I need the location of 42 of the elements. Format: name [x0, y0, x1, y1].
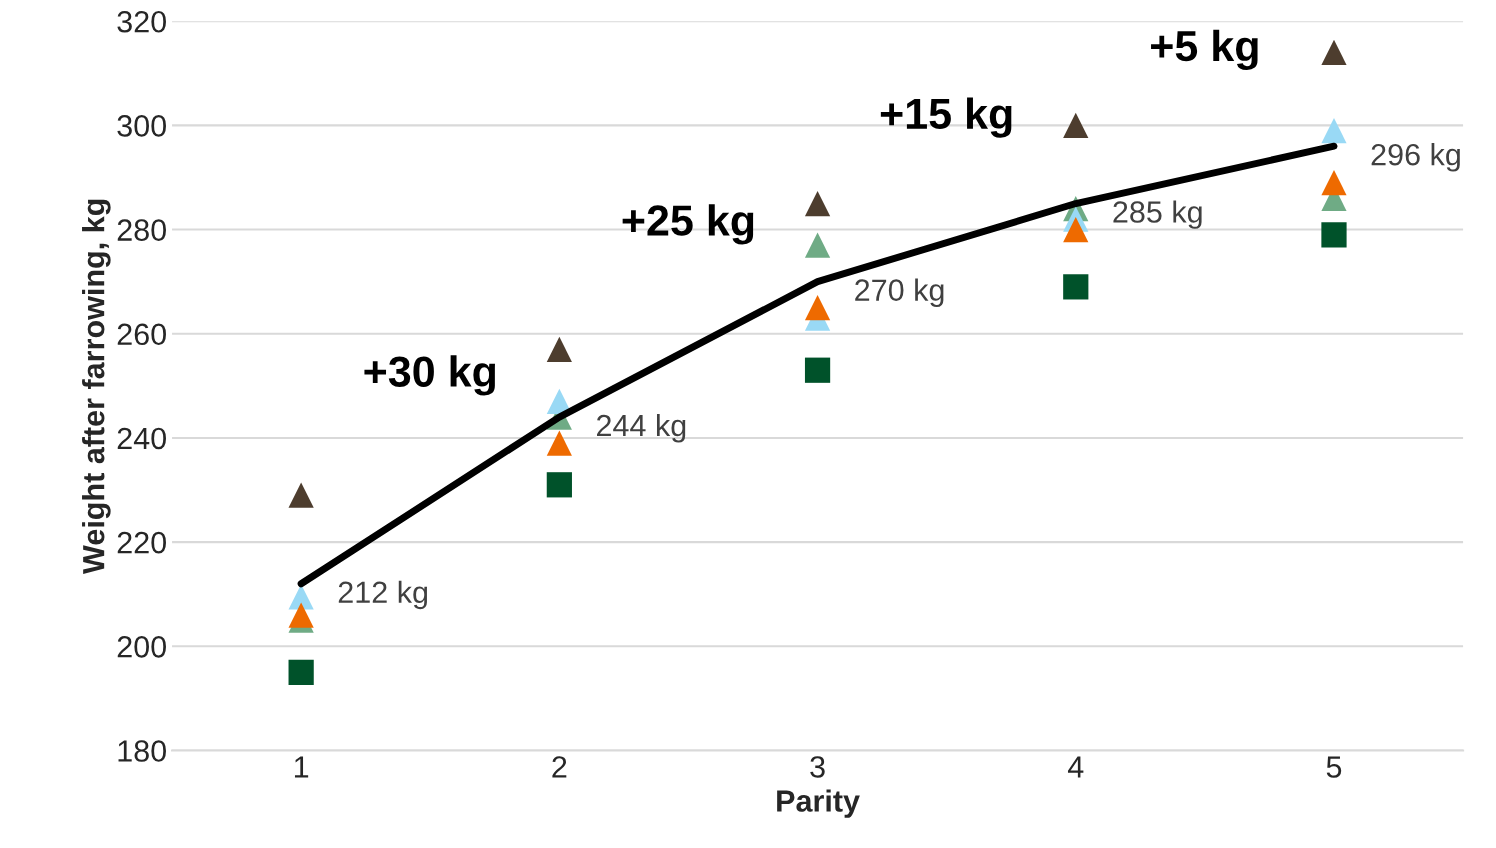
- data-label: 296 kg: [1371, 143, 1460, 172]
- point: [804, 190, 831, 217]
- data-label: 285 kg: [1113, 200, 1202, 229]
- point: [804, 295, 831, 321]
- point: [1321, 222, 1347, 248]
- point: [546, 472, 572, 498]
- point: [804, 357, 831, 383]
- y-tick-label: 240: [117, 427, 166, 450]
- y-tick-label: 200: [117, 636, 166, 658]
- point: [1063, 274, 1089, 300]
- y-tick-label: 280: [117, 219, 166, 241]
- annotation: +30 kg: [364, 355, 495, 396]
- point: [1321, 117, 1347, 144]
- x-tick-label: 2: [552, 756, 567, 778]
- y-tick-label: 300: [117, 115, 166, 137]
- point: [546, 430, 572, 456]
- x-axis-title: Parity: [777, 789, 860, 818]
- x-tick-label: 5: [1326, 756, 1342, 778]
- point: [1063, 216, 1089, 243]
- point: [1321, 39, 1347, 66]
- point: [1063, 112, 1089, 138]
- point: [288, 482, 314, 508]
- annotation: +25 kg: [622, 204, 754, 245]
- point: [804, 232, 831, 258]
- point: [546, 336, 572, 362]
- annotation: +5 kg: [1151, 29, 1258, 71]
- point: [1321, 170, 1347, 196]
- y-tick-label: 220: [117, 531, 166, 554]
- x-tick-label: 4: [1067, 756, 1084, 778]
- point: [288, 584, 314, 610]
- y-tick-label: 320: [117, 10, 166, 33]
- data-label: 212 kg: [338, 580, 428, 610]
- annotation: +15 kg: [880, 97, 1012, 138]
- point: [288, 602, 314, 628]
- y-tick-label: 260: [117, 323, 166, 346]
- y-axis-title: Weight after farrowing, kg: [82, 199, 111, 574]
- point: [288, 659, 314, 685]
- data-label: 244 kg: [597, 413, 686, 443]
- x-tick-label: 3: [810, 756, 825, 778]
- x-tick-label: 1: [294, 756, 309, 778]
- y-tick-label: 180: [118, 740, 166, 762]
- data-label: 270 kg: [855, 278, 944, 308]
